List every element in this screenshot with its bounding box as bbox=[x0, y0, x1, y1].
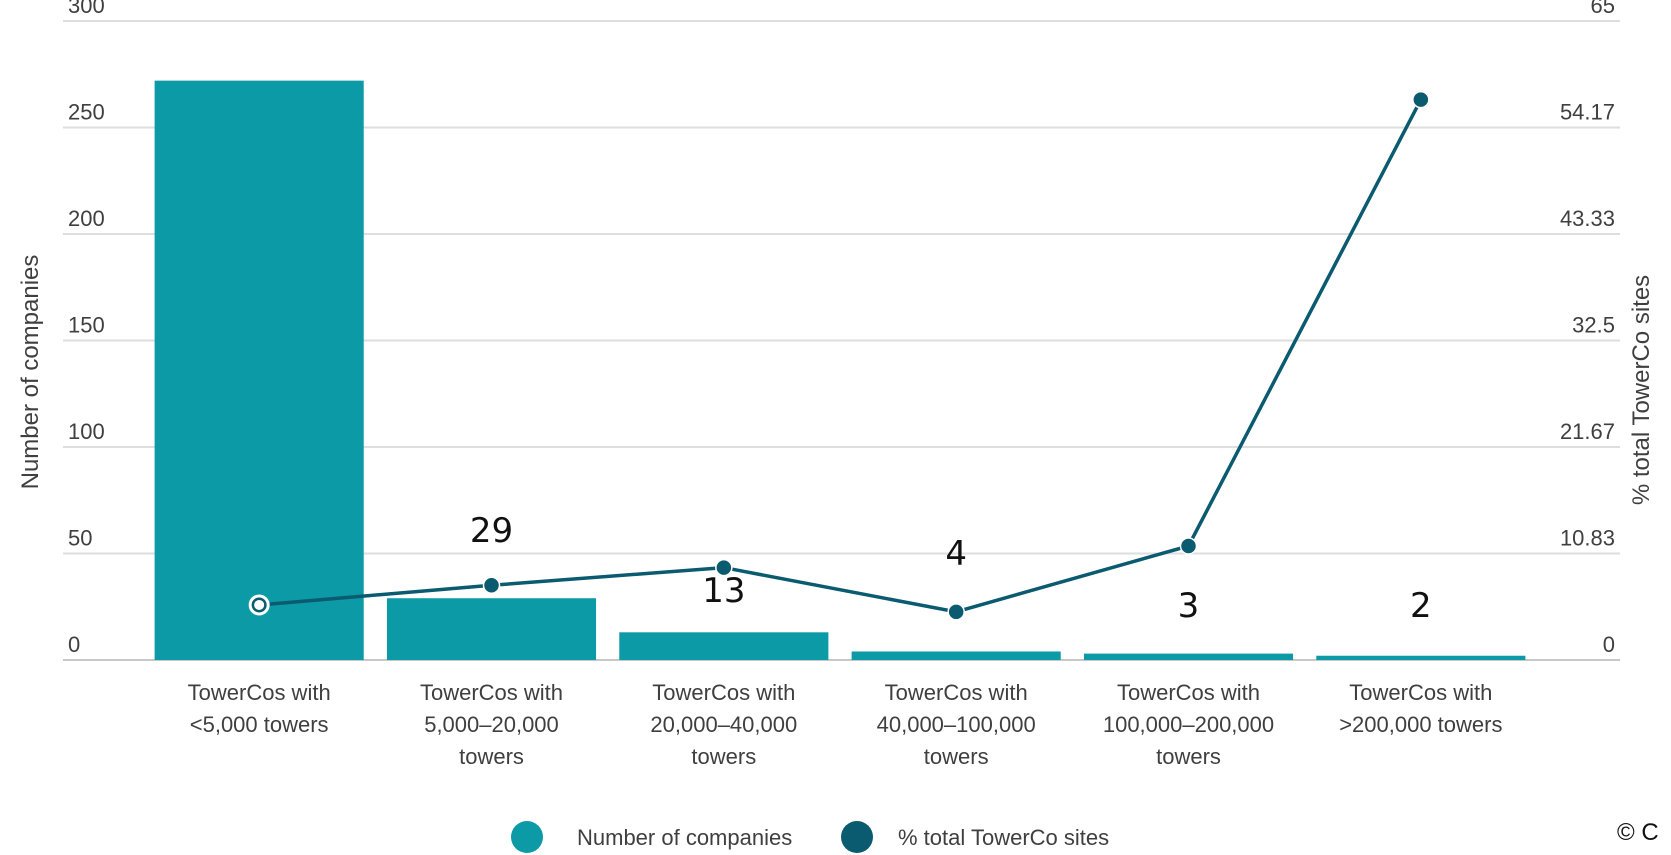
y2-tick-label: 32.5 bbox=[1572, 313, 1615, 338]
category-label: 20,000–40,000 bbox=[650, 712, 797, 737]
line-path bbox=[259, 98, 1423, 614]
bar bbox=[386, 598, 597, 660]
copyright-text: © C bbox=[1617, 819, 1659, 846]
y2-tick-label: 54.17 bbox=[1560, 100, 1615, 125]
legend-marker-companies bbox=[511, 821, 543, 853]
legend-label-sites: % total TowerCo sites bbox=[898, 825, 1109, 850]
data-label: 2 bbox=[1410, 586, 1432, 626]
category-label: towers bbox=[1156, 744, 1221, 769]
y-tick-label: 100 bbox=[68, 419, 105, 444]
data-label: 4 bbox=[945, 534, 967, 574]
category-label: TowerCos with bbox=[420, 680, 563, 705]
y2-axis-title: % total TowerCo sites bbox=[1628, 275, 1655, 505]
left-axis-ticks: 0 50 100 150 200 250 300 bbox=[68, 0, 105, 657]
y-tick-label: 200 bbox=[68, 206, 105, 231]
legend-label-companies: Number of companies bbox=[577, 825, 792, 850]
category-label: >200,000 towers bbox=[1339, 712, 1502, 737]
data-label: 3 bbox=[1178, 586, 1200, 626]
category-label: towers bbox=[924, 744, 989, 769]
line-series bbox=[248, 90, 1430, 621]
line-point bbox=[715, 558, 733, 577]
bar bbox=[851, 651, 1061, 660]
legend-marker-sites bbox=[841, 821, 873, 853]
data-label: 29 bbox=[470, 511, 513, 551]
line-point bbox=[1412, 90, 1430, 109]
y-tick-label: 300 bbox=[68, 0, 105, 18]
bar bbox=[154, 80, 364, 660]
category-label: 100,000–200,000 bbox=[1103, 712, 1274, 737]
bar-series bbox=[154, 80, 1526, 660]
y-tick-label: 0 bbox=[68, 632, 80, 657]
y-tick-label: 50 bbox=[68, 526, 92, 551]
category-label: TowerCos with bbox=[1349, 680, 1492, 705]
category-label: TowerCos with bbox=[1117, 680, 1260, 705]
category-label: towers bbox=[691, 744, 756, 769]
category-labels: TowerCos with <5,000 towers TowerCos with 5… bbox=[188, 680, 1503, 769]
category-label: TowerCos with bbox=[885, 680, 1028, 705]
data-labels: 29 13 4 3 2 bbox=[470, 511, 1432, 626]
category-label: TowerCos with bbox=[188, 680, 331, 705]
category-label: TowerCos with bbox=[652, 680, 795, 705]
y2-tick-label: 10.83 bbox=[1560, 526, 1615, 551]
line-point bbox=[1179, 537, 1198, 555]
bar bbox=[1083, 653, 1294, 660]
y-tick-label: 150 bbox=[68, 313, 105, 338]
bar bbox=[619, 632, 829, 660]
line-point bbox=[947, 603, 965, 621]
category-label: 5,000–20,000 bbox=[424, 712, 559, 737]
y2-tick-label: 0 bbox=[1603, 632, 1615, 657]
line-point bbox=[482, 576, 501, 595]
data-label: 13 bbox=[702, 571, 745, 611]
legend: Number of companies % total TowerCo site… bbox=[511, 821, 1109, 853]
right-axis-ticks: 0 10.83 21.67 32.5 43.33 54.17 65 bbox=[1560, 0, 1615, 657]
y-tick-label: 250 bbox=[68, 100, 105, 125]
y2-tick-label: 65 bbox=[1591, 0, 1615, 18]
bar bbox=[1316, 655, 1526, 660]
y-axis-title: Number of companies bbox=[17, 255, 44, 490]
y2-tick-label: 43.33 bbox=[1560, 206, 1615, 231]
category-label: towers bbox=[459, 744, 524, 769]
line-point-highlight bbox=[254, 599, 265, 610]
y2-tick-label: 21.67 bbox=[1560, 419, 1615, 444]
category-label: 40,000–100,000 bbox=[877, 712, 1036, 737]
category-label: <5,000 towers bbox=[190, 712, 329, 737]
